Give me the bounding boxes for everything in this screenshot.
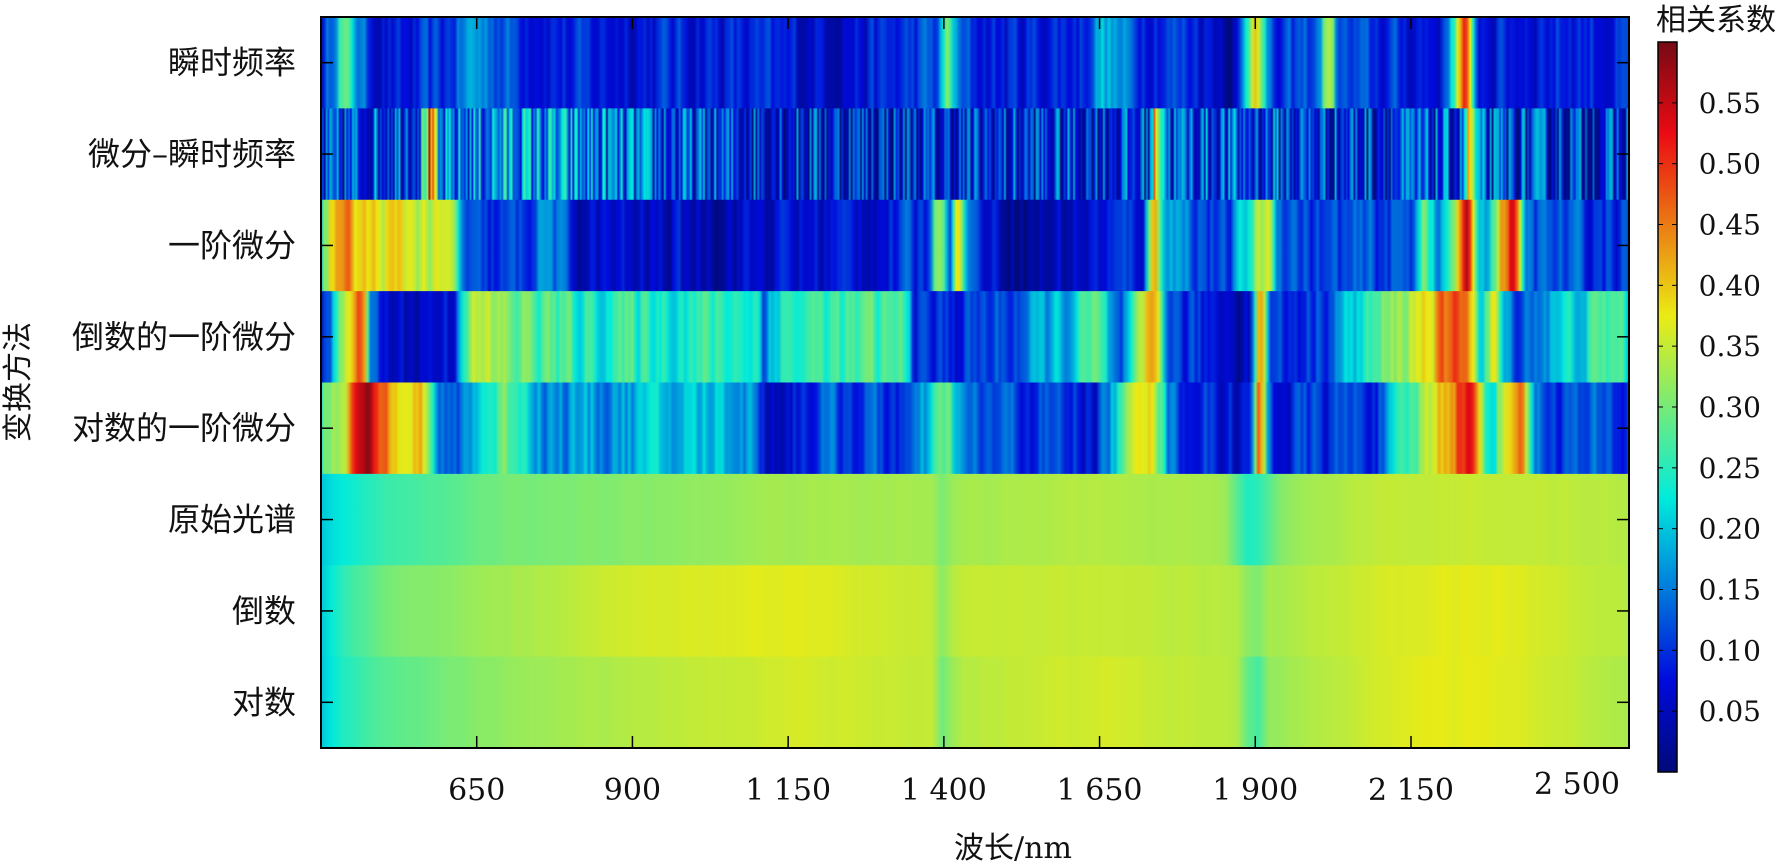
x-tick-label: 1 900 — [1212, 773, 1298, 808]
y-tick-label: 对数 — [232, 683, 296, 721]
y-tick-label: 一阶微分 — [168, 226, 296, 264]
y-axis-label: 变换方法 — [1, 322, 36, 442]
heatmap-row — [321, 199, 1629, 292]
heatmap-row — [321, 291, 1629, 384]
plot-frame — [320, 16, 1630, 749]
y-tick-label: 瞬时频率 — [168, 44, 296, 82]
colorbar-title: 相关系数 — [1656, 3, 1776, 38]
x-tick-label: 2 500 — [1534, 767, 1620, 802]
x-axis: 650 900 1 150 1 400 1 650 1 900 2 150 2 500 — [448, 17, 1620, 808]
x-tick-label: 1 150 — [745, 773, 831, 808]
colorbar-tick-label: 0.50 — [1699, 148, 1761, 181]
x-tick-label: 1 650 — [1057, 773, 1143, 808]
colorbar-tick-label: 0.55 — [1699, 87, 1761, 120]
heatmap-row — [321, 382, 1629, 475]
colorbar: 相关系数 0.05 0.10 0.15 0.20 0.25 0.30 0.35 0.40 0.4… — [1656, 3, 1776, 773]
x-tick-label: 900 — [604, 773, 661, 808]
colorbar-tick-label: 0.05 — [1699, 695, 1761, 728]
y-tick-label: 对数的一阶微分 — [72, 409, 296, 447]
x-tick-label: 650 — [448, 773, 505, 808]
y-tick-label: 倒数的一阶微分 — [72, 318, 296, 356]
colorbar-tick-label: 0.35 — [1699, 330, 1761, 363]
colorbar-tick-label: 0.10 — [1699, 634, 1761, 667]
y-tick-label: 微分–瞬时频率 — [88, 135, 296, 173]
colorbar-tick-label: 0.40 — [1699, 269, 1761, 302]
x-tick-label: 2 150 — [1368, 773, 1454, 808]
heatmap-row — [321, 656, 1629, 749]
heatmap-row — [321, 108, 1629, 201]
heatmap-rows — [321, 17, 1629, 749]
x-tick-label: 1 400 — [901, 773, 987, 808]
heatmap-row — [321, 17, 1629, 109]
colorbar-tick-label: 0.15 — [1699, 574, 1761, 607]
heatmap-row — [321, 565, 1629, 658]
colorbar-tick-label: 0.45 — [1699, 209, 1761, 242]
x-axis-label: 波长/nm — [954, 831, 1072, 866]
colorbar-tick-label: 0.20 — [1699, 513, 1761, 546]
colorbar-tick-label: 0.25 — [1699, 452, 1761, 485]
heatmap-row — [321, 473, 1629, 566]
y-tick-label: 倒数 — [232, 592, 296, 630]
y-tick-label: 原始光谱 — [168, 501, 296, 539]
colorbar-tick-label: 0.30 — [1699, 391, 1761, 424]
